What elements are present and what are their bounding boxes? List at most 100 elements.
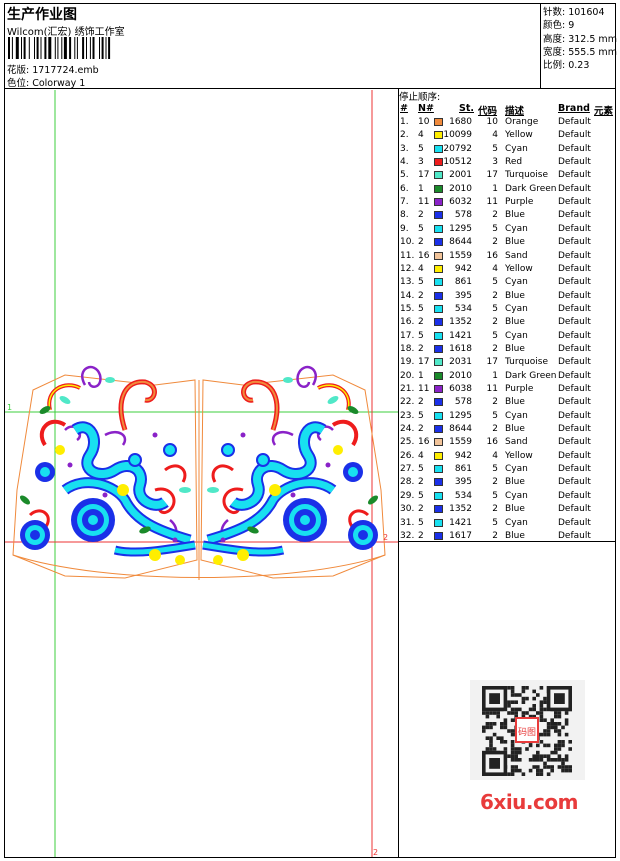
row-stitches: 534 bbox=[454, 303, 472, 314]
row-description: Blue bbox=[505, 424, 525, 435]
row-brand: Default bbox=[558, 384, 591, 394]
row-needle: 2 bbox=[418, 477, 424, 488]
color-swatch bbox=[434, 198, 443, 207]
color-swatch bbox=[434, 358, 443, 367]
row-needle: 4 bbox=[418, 130, 424, 141]
row-description: Turquoise bbox=[505, 170, 549, 181]
row-stitches: 1680 bbox=[449, 117, 472, 127]
embroidery-design: 1 2 2 bbox=[5, 90, 398, 857]
row-stitches: 1618 bbox=[449, 343, 472, 354]
row-code: 2 bbox=[492, 504, 498, 515]
row-code: 2 bbox=[492, 317, 498, 328]
color-swatch bbox=[434, 344, 443, 353]
row-code: 3 bbox=[492, 157, 498, 168]
col-header-num: # bbox=[400, 103, 408, 114]
row-index: 4. bbox=[400, 157, 409, 168]
row-needle: 10 bbox=[418, 117, 430, 127]
guide-label-bottom: 2 bbox=[373, 848, 378, 857]
barcode bbox=[8, 37, 111, 59]
row-index: 1. bbox=[400, 117, 409, 127]
row-stitches: 10099 bbox=[443, 130, 472, 141]
row-description: Blue bbox=[505, 343, 525, 354]
row-index: 11. bbox=[400, 250, 415, 261]
row-needle: 5 bbox=[418, 517, 424, 528]
row-code: 4 bbox=[492, 450, 498, 461]
colorway-label: 色位: Colorway 1 bbox=[7, 78, 86, 89]
color-swatch bbox=[434, 398, 443, 407]
row-stitches: 6038 bbox=[449, 384, 472, 394]
row-needle: 2 bbox=[418, 504, 424, 515]
table-row: 1. 10 1680 10 Orange Default bbox=[0, 117, 620, 130]
qr-code: 码图 bbox=[470, 680, 585, 780]
row-needle: 16 bbox=[418, 250, 430, 261]
color-swatch bbox=[434, 371, 443, 380]
row-description: Blue bbox=[505, 317, 525, 328]
row-index: 9. bbox=[400, 223, 409, 234]
table-row: 30. 2 1352 2 Blue Default bbox=[0, 504, 620, 517]
table-row: 9. 5 1295 5 Cyan Default bbox=[0, 224, 620, 237]
row-code: 17 bbox=[486, 170, 498, 181]
row-description: Blue bbox=[505, 504, 525, 515]
guide-label-right: 2 bbox=[383, 533, 388, 542]
row-description: Cyan bbox=[505, 410, 528, 421]
color-swatch bbox=[434, 531, 443, 540]
row-brand: Default bbox=[558, 223, 591, 234]
row-needle: 5 bbox=[418, 277, 424, 288]
row-description: Cyan bbox=[505, 303, 528, 314]
row-stitches: 861 bbox=[454, 464, 472, 475]
row-brand: Default bbox=[558, 330, 591, 341]
color-swatch bbox=[434, 264, 443, 273]
row-description: Yellow bbox=[505, 450, 533, 461]
row-code: 5 bbox=[492, 143, 498, 154]
row-index: 2. bbox=[400, 130, 409, 141]
row-brand: Default bbox=[558, 237, 591, 248]
col-header-elem: 元素 bbox=[594, 106, 614, 117]
sequence-title: 停止顺序: bbox=[399, 92, 441, 103]
row-needle: 2 bbox=[418, 530, 424, 541]
row-brand: Default bbox=[558, 424, 591, 435]
table-row: 25. 16 1559 16 Sand Default bbox=[0, 437, 620, 450]
color-swatch bbox=[434, 144, 443, 153]
row-index: 31. bbox=[400, 517, 415, 528]
table-row: 11. 16 1559 16 Sand Default bbox=[0, 251, 620, 264]
col-header-brand: Brand bbox=[558, 103, 590, 114]
row-stitches: 8644 bbox=[449, 424, 472, 435]
table-row: 20. 1 2010 1 Dark Green Default bbox=[0, 371, 620, 384]
row-index: 27. bbox=[400, 464, 415, 475]
color-swatch bbox=[434, 184, 443, 193]
row-needle: 5 bbox=[418, 464, 424, 475]
row-index: 24. bbox=[400, 424, 415, 435]
design-filename: 花版: 1717724.emb bbox=[7, 65, 99, 76]
row-index: 13. bbox=[400, 277, 415, 288]
row-index: 29. bbox=[400, 490, 415, 501]
row-brand: Default bbox=[558, 183, 591, 194]
design-stats: 针数: 101604 颜色: 9 高度: 312.5 mm 宽度: 555.5 … bbox=[543, 6, 617, 72]
row-description: Cyan bbox=[505, 330, 528, 341]
row-needle: 1 bbox=[418, 370, 424, 381]
row-stitches: 942 bbox=[454, 450, 472, 461]
color-swatch bbox=[434, 131, 443, 140]
row-description: Cyan bbox=[505, 143, 528, 154]
row-index: 19. bbox=[400, 357, 415, 368]
row-brand: Default bbox=[558, 117, 591, 127]
table-row: 14. 2 395 2 Blue Default bbox=[0, 291, 620, 304]
table-row: 6. 1 2010 1 Dark Green Default bbox=[0, 184, 620, 197]
color-swatch bbox=[434, 278, 443, 287]
table-row: 18. 2 1618 2 Blue Default bbox=[0, 344, 620, 357]
table-row: 12. 4 942 4 Yellow Default bbox=[0, 264, 620, 277]
row-description: Purple bbox=[505, 384, 534, 394]
row-index: 18. bbox=[400, 343, 415, 354]
row-needle: 3 bbox=[418, 157, 424, 168]
row-index: 30. bbox=[400, 504, 415, 515]
row-index: 21. bbox=[400, 384, 415, 394]
row-brand: Default bbox=[558, 157, 591, 168]
row-brand: Default bbox=[558, 317, 591, 328]
row-description: Purple bbox=[505, 197, 534, 208]
row-code: 5 bbox=[492, 330, 498, 341]
row-description: Cyan bbox=[505, 517, 528, 528]
row-index: 6. bbox=[400, 183, 409, 194]
row-stitches: 395 bbox=[454, 290, 472, 301]
table-row: 13. 5 861 5 Cyan Default bbox=[0, 277, 620, 290]
row-index: 25. bbox=[400, 437, 415, 448]
row-description: Blue bbox=[505, 290, 525, 301]
